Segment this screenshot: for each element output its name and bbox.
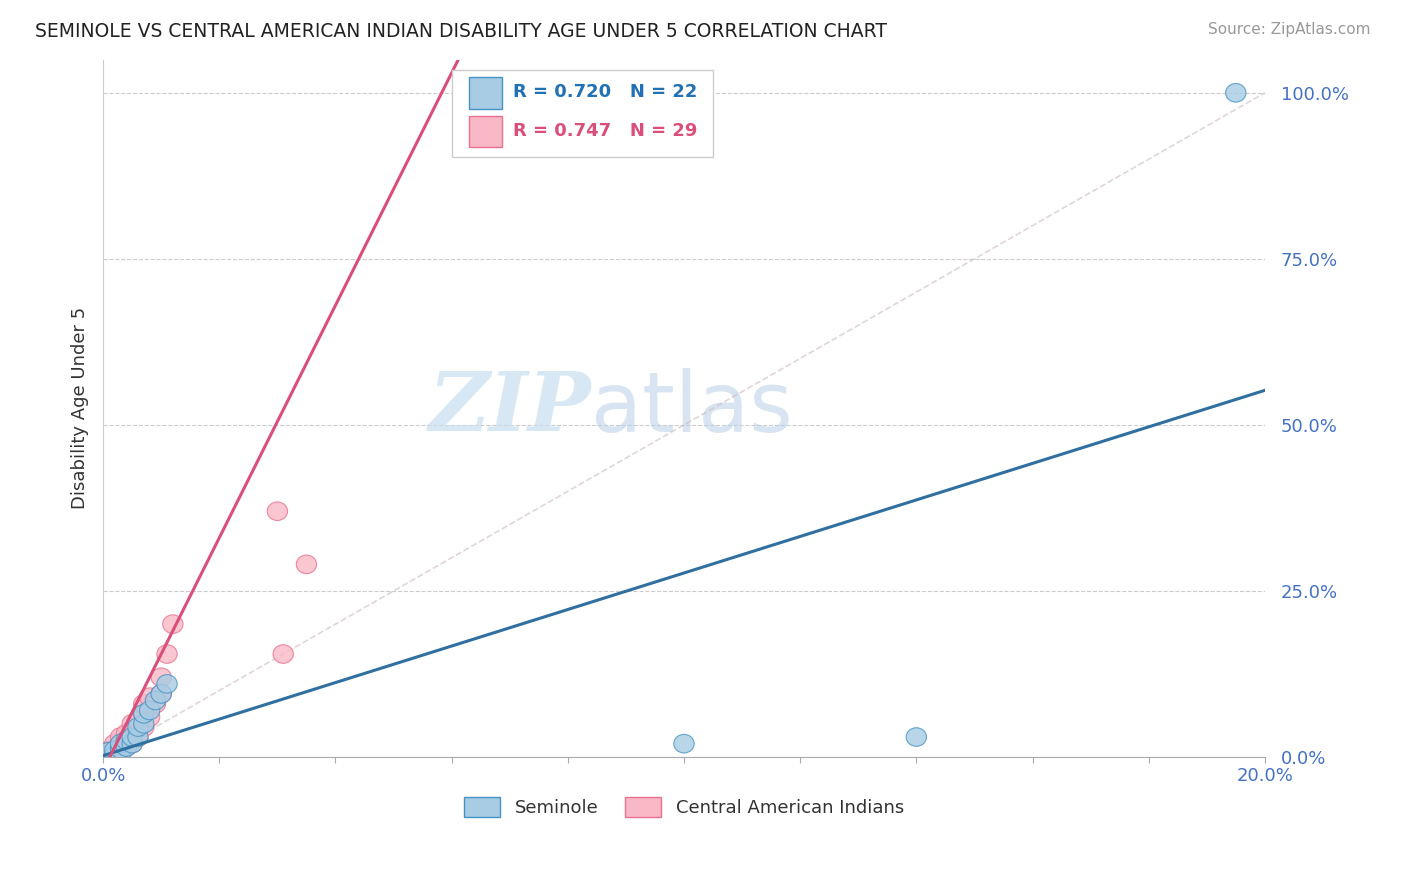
Ellipse shape [150, 668, 172, 687]
Text: atlas: atlas [591, 368, 793, 449]
Text: Source: ZipAtlas.com: Source: ZipAtlas.com [1208, 22, 1371, 37]
Ellipse shape [134, 695, 153, 713]
Ellipse shape [117, 731, 136, 749]
Ellipse shape [104, 739, 125, 758]
Ellipse shape [157, 674, 177, 693]
Ellipse shape [1226, 84, 1246, 102]
Ellipse shape [98, 746, 120, 764]
Ellipse shape [98, 742, 120, 761]
Ellipse shape [128, 711, 148, 730]
Ellipse shape [111, 739, 131, 758]
Ellipse shape [111, 728, 131, 747]
Ellipse shape [145, 695, 166, 713]
Ellipse shape [139, 688, 160, 706]
Ellipse shape [122, 724, 142, 743]
Ellipse shape [134, 705, 153, 723]
Ellipse shape [104, 741, 125, 760]
Ellipse shape [163, 615, 183, 633]
Ellipse shape [104, 744, 125, 763]
Ellipse shape [117, 738, 136, 756]
Ellipse shape [134, 705, 153, 723]
Ellipse shape [297, 555, 316, 574]
Ellipse shape [122, 728, 142, 747]
Ellipse shape [104, 746, 125, 764]
Ellipse shape [139, 701, 160, 720]
Ellipse shape [128, 728, 148, 747]
Ellipse shape [128, 728, 148, 747]
Ellipse shape [150, 684, 172, 703]
Ellipse shape [111, 742, 131, 761]
Ellipse shape [117, 724, 136, 743]
Legend: Seminole, Central American Indians: Seminole, Central American Indians [457, 789, 911, 824]
Ellipse shape [157, 645, 177, 664]
Ellipse shape [117, 738, 136, 756]
Ellipse shape [117, 731, 136, 749]
Ellipse shape [122, 734, 142, 753]
Ellipse shape [98, 746, 120, 764]
Ellipse shape [111, 736, 131, 755]
Ellipse shape [673, 734, 695, 753]
Ellipse shape [150, 684, 172, 703]
Text: R = 0.720   N = 22: R = 0.720 N = 22 [513, 83, 697, 101]
Ellipse shape [98, 741, 120, 760]
Ellipse shape [111, 744, 131, 763]
Ellipse shape [134, 714, 153, 733]
Ellipse shape [122, 734, 142, 753]
Ellipse shape [122, 714, 142, 733]
Ellipse shape [267, 502, 288, 521]
Text: ZIP: ZIP [429, 368, 591, 449]
Ellipse shape [128, 718, 148, 737]
Ellipse shape [907, 728, 927, 747]
Text: SEMINOLE VS CENTRAL AMERICAN INDIAN DISABILITY AGE UNDER 5 CORRELATION CHART: SEMINOLE VS CENTRAL AMERICAN INDIAN DISA… [35, 22, 887, 41]
Y-axis label: Disability Age Under 5: Disability Age Under 5 [72, 307, 89, 509]
Ellipse shape [111, 734, 131, 753]
FancyBboxPatch shape [451, 70, 713, 157]
FancyBboxPatch shape [470, 78, 502, 109]
FancyBboxPatch shape [470, 116, 502, 147]
Ellipse shape [145, 691, 166, 710]
Ellipse shape [104, 734, 125, 753]
Ellipse shape [139, 708, 160, 726]
Text: R = 0.747   N = 29: R = 0.747 N = 29 [513, 122, 697, 140]
Ellipse shape [273, 645, 294, 664]
Ellipse shape [134, 718, 153, 737]
